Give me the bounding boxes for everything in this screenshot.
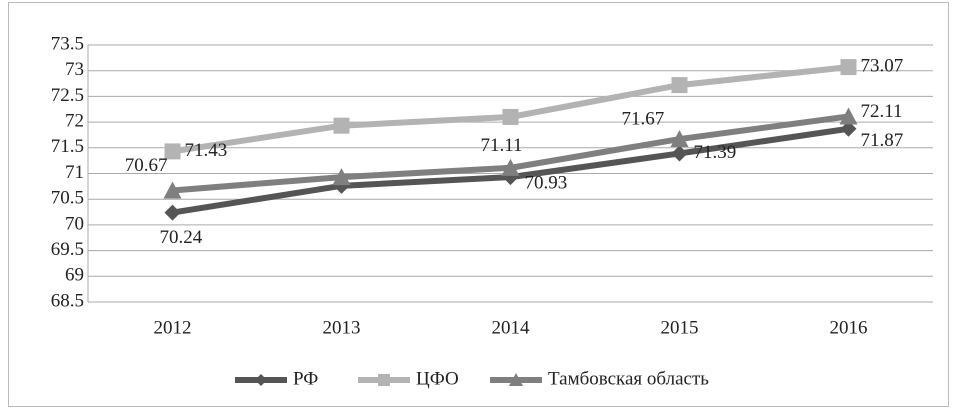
data-label: 70.67 bbox=[125, 155, 168, 176]
chart-frame bbox=[8, 2, 949, 407]
y-tick-label: 72 bbox=[65, 110, 84, 131]
point bbox=[163, 181, 182, 199]
point bbox=[509, 373, 523, 386]
point bbox=[671, 77, 688, 94]
data-label: 72.11 bbox=[861, 101, 903, 122]
x-tick-label: 2013 bbox=[323, 317, 361, 338]
x-tick-label: 2016 bbox=[830, 317, 868, 338]
y-tick-label: 71 bbox=[65, 162, 84, 183]
y-tick-label: 73 bbox=[65, 59, 84, 80]
y-tick-label: 71.5 bbox=[51, 136, 84, 157]
x-tick-label: 2012 bbox=[154, 317, 192, 338]
data-label: 70.93 bbox=[525, 172, 568, 193]
y-tick-label: 70 bbox=[65, 213, 84, 234]
legend-label: ЦФО bbox=[416, 368, 459, 389]
point bbox=[164, 143, 181, 160]
point bbox=[840, 120, 857, 137]
point bbox=[333, 117, 350, 134]
y-tick-label: 69 bbox=[65, 265, 84, 286]
data-label: 73.07 bbox=[861, 55, 904, 76]
point bbox=[332, 168, 351, 186]
y-tick-label: 73.5 bbox=[51, 33, 84, 54]
data-label: 70.24 bbox=[160, 227, 203, 248]
data-label: 71.43 bbox=[185, 140, 228, 161]
point bbox=[671, 145, 688, 162]
point bbox=[670, 130, 689, 148]
data-label: 71.67 bbox=[622, 108, 665, 129]
point bbox=[502, 108, 519, 125]
point bbox=[164, 204, 181, 221]
y-tick-label: 68.5 bbox=[51, 290, 84, 311]
point bbox=[255, 374, 267, 386]
y-tick-label: 72.5 bbox=[51, 85, 84, 106]
legend-label: РФ bbox=[293, 368, 318, 389]
x-tick-label: 2014 bbox=[492, 317, 531, 338]
y-tick-label: 69.5 bbox=[51, 239, 84, 260]
data-label: 71.87 bbox=[861, 130, 904, 151]
point bbox=[378, 374, 390, 386]
data-label: 71.11 bbox=[481, 135, 523, 156]
data-label: 71.39 bbox=[694, 142, 737, 163]
point bbox=[839, 107, 858, 125]
legend-label: Тамбовская область bbox=[548, 368, 709, 389]
point bbox=[840, 59, 857, 76]
point bbox=[501, 158, 520, 176]
x-tick-label: 2015 bbox=[661, 317, 699, 338]
y-tick-label: 70.5 bbox=[51, 188, 84, 209]
